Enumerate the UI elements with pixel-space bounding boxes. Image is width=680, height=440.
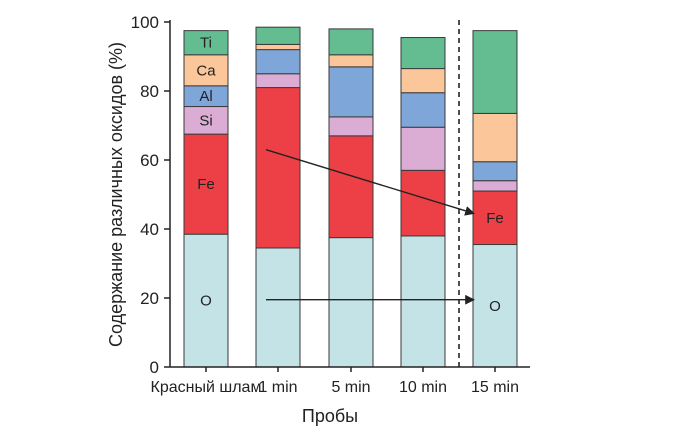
bar-segment-si (472, 180, 518, 192)
bar-segment-fe (400, 169, 446, 237)
x-category-label: 5 min (331, 379, 370, 396)
bars-layer (183, 26, 518, 368)
segment-label-o: O (200, 293, 212, 310)
segment-label-ca: Ca (196, 62, 216, 79)
annotations-layer (265, 20, 475, 367)
bar-segment-si (328, 116, 374, 137)
y-tick-label: 100 (131, 13, 159, 32)
segment-label-si: Si (199, 112, 212, 129)
x-axis-title: Пробы (302, 406, 358, 426)
bar-segment-al (328, 66, 374, 118)
bar-segment-ti (183, 30, 229, 56)
y-tick-label: 80 (140, 82, 159, 101)
bar-segment-fe (328, 135, 374, 239)
bar-segment-si (400, 126, 446, 171)
bar-segment-o (255, 247, 301, 368)
segment-label-al: Al (199, 88, 212, 105)
bar-segment-ti (472, 30, 518, 114)
bar-segment-fe (183, 133, 229, 235)
segment-label-fe: Fe (486, 210, 504, 227)
y-tick-label: 60 (140, 151, 159, 170)
y-tick-label: 20 (140, 289, 159, 308)
y-tick-label: 0 (150, 358, 159, 377)
bar-segment-ti (400, 37, 446, 70)
bar-segment-al (400, 92, 446, 128)
segment-label-ti: Ti (200, 35, 212, 52)
bar-segment-ca (400, 68, 446, 94)
segment-label-fe: Fe (197, 176, 215, 193)
bar-segment-ca (328, 54, 374, 68)
bar-segment-o (328, 237, 374, 368)
bar-segment-al (472, 161, 518, 182)
bar-segment-o (183, 233, 229, 368)
bar-segment-fe (255, 87, 301, 249)
trend-arrow (265, 148, 475, 216)
bar-segment-o (472, 244, 518, 368)
bar-segment-ca (472, 112, 518, 163)
bar-segment-ca (183, 54, 229, 87)
y-tick-label: 40 (140, 220, 159, 239)
segment-labels-layer: O Fe Si Al Ca Ti Fe O (196, 35, 503, 315)
bar-segment-o (400, 235, 446, 368)
bar-segment-fe (472, 190, 518, 246)
y-ticks: 0 20 40 60 80 100 (131, 13, 170, 377)
bar-segment-ti (328, 28, 374, 56)
bar-segment-ca (255, 43, 301, 51)
segment-label-o: O (489, 298, 501, 315)
y-axis-title: Содержание различных оксидов (%) (106, 42, 126, 347)
x-category-label: 15 min (471, 379, 519, 396)
x-category-label: 1 min (258, 379, 297, 396)
bar-segment-si (255, 73, 301, 89)
x-category-label: 10 min (399, 379, 447, 396)
x-category-label: Красный шлам (151, 379, 262, 396)
bar-segment-ti (255, 26, 301, 45)
bar-segment-al (255, 49, 301, 75)
